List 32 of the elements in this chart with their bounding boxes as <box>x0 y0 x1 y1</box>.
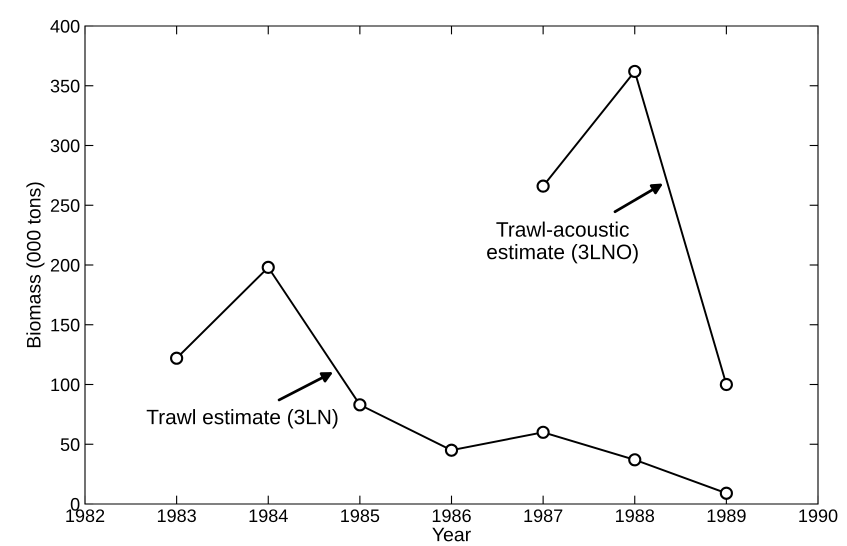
y-tick-label: 150 <box>51 318 80 332</box>
x-tick-label: 1987 <box>524 509 562 522</box>
x-tick-label: 1983 <box>158 509 196 522</box>
point <box>536 426 550 439</box>
y-tick-label: 350 <box>50 80 80 92</box>
x-tick-label: 1989 <box>708 509 746 522</box>
point <box>628 64 642 78</box>
y-tick-label: 400 <box>50 20 80 33</box>
point <box>170 352 184 365</box>
y-tick-label: 100 <box>51 378 80 392</box>
y-axis-title: Biomass (000 tons) <box>26 182 44 348</box>
x-tick-label: 1982 <box>66 509 104 522</box>
annotation: Trawl estimate (3LN) <box>146 409 338 428</box>
x-axis-title: Year <box>432 528 471 542</box>
x-tick-label: 1984 <box>250 509 288 522</box>
x-tick-label: 1986 <box>432 509 471 522</box>
point <box>444 444 458 457</box>
x-tick-label: 1988 <box>616 509 654 522</box>
point <box>353 398 366 412</box>
y-tick-label: 200 <box>50 258 80 272</box>
point <box>536 180 550 193</box>
x-tick-label: 1990 <box>799 509 838 522</box>
y-tick-label: 250 <box>50 199 80 212</box>
x-tick-label: 1985 <box>341 509 380 522</box>
annotation: Trawl-acoustic estimate (3LNO) <box>487 222 638 264</box>
point <box>262 260 275 274</box>
point <box>720 378 733 392</box>
y-tick-label: 50 <box>60 438 80 451</box>
point <box>628 453 642 466</box>
point <box>720 486 733 500</box>
y-tick-label: 300 <box>50 139 80 152</box>
y-tick-label: 0 <box>70 498 80 511</box>
